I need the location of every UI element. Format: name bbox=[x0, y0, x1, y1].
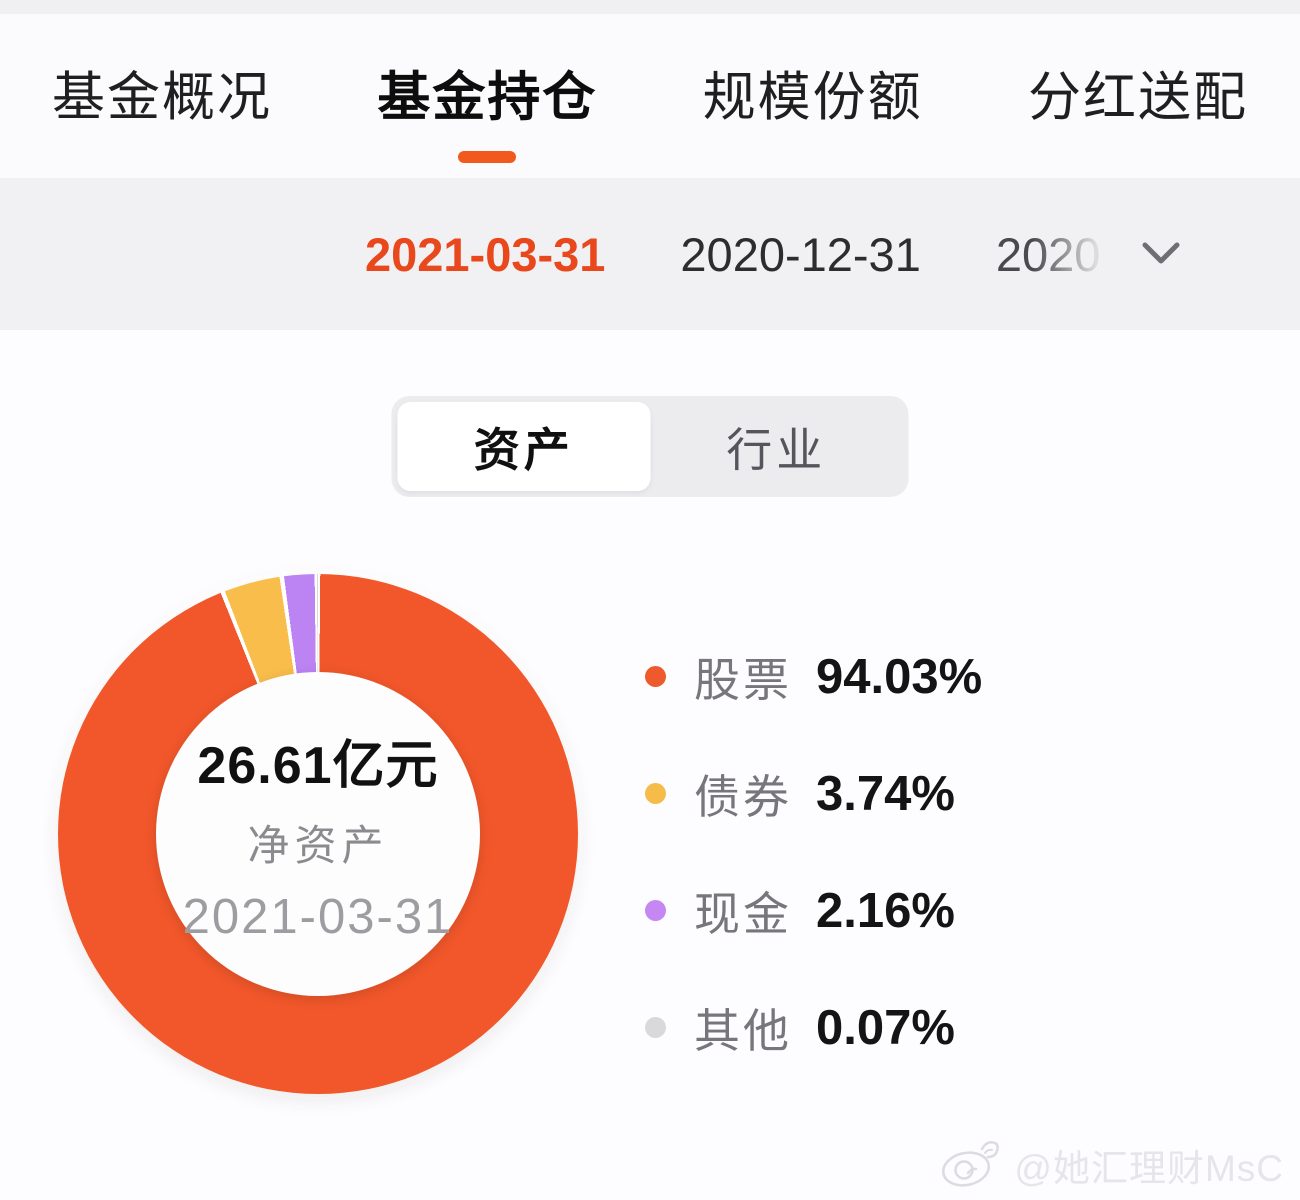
date-option-2020-12-31[interactable]: 2020-12-31 bbox=[680, 227, 921, 281]
tab-label: 基金概况 bbox=[52, 68, 272, 127]
legend-name: 现金 bbox=[694, 887, 792, 940]
donut-center: 26.61亿元 净资产 2021-03-31 bbox=[156, 672, 480, 996]
tab-bar: 基金概况 基金持仓 规模份额 分红送配 bbox=[0, 14, 1300, 178]
status-bar-strip bbox=[0, 0, 1300, 14]
tab-fund-overview[interactable]: 基金概况 bbox=[52, 55, 272, 137]
watermark: @她汇理财MsC bbox=[938, 1133, 1284, 1196]
date-option-2021-03-31[interactable]: 2021-03-31 bbox=[365, 227, 606, 281]
legend-name: 其他 bbox=[694, 1004, 792, 1057]
tab-label: 分红送配 bbox=[1027, 68, 1248, 127]
legend-row-stocks: 股票 94.03% bbox=[645, 618, 982, 735]
legend-row-cash: 现金 2.16% bbox=[645, 852, 982, 969]
net-asset-label: 净资产 bbox=[247, 822, 389, 869]
tab-label: 基金持仓 bbox=[377, 68, 598, 127]
other-dot-icon bbox=[645, 1017, 666, 1038]
weibo-icon bbox=[938, 1133, 1004, 1196]
watermark-text: @她汇理财MsC bbox=[1014, 1147, 1284, 1189]
tab-dividends[interactable]: 分红送配 bbox=[1028, 55, 1248, 137]
cash-dot-icon bbox=[645, 900, 666, 921]
legend-percent: 2.16% bbox=[816, 883, 955, 938]
legend-row-other: 其他 0.07% bbox=[645, 969, 982, 1086]
active-tab-underline bbox=[458, 151, 517, 163]
chevron-down-icon[interactable] bbox=[1142, 242, 1180, 266]
report-date: 2021-03-31 bbox=[182, 890, 454, 944]
tab-fund-holdings[interactable]: 基金持仓 bbox=[377, 55, 598, 163]
tab-label: 规模份额 bbox=[702, 68, 923, 127]
asset-industry-toggle: 资产 行业 bbox=[391, 396, 909, 497]
chart-legend: 股票 94.03% 债券 3.74% 现金 2.16% 其他 0.07% bbox=[645, 618, 982, 1086]
legend-percent: 94.03% bbox=[816, 649, 983, 704]
legend-percent: 0.07% bbox=[816, 1000, 955, 1055]
holdings-content: 资产 行业 26.61亿元 净资产 2021-03-31 股票 94.03% 债… bbox=[0, 330, 1300, 1200]
net-asset-value: 26.61亿元 bbox=[197, 737, 439, 795]
donut-chart: 26.61亿元 净资产 2021-03-31 bbox=[58, 574, 578, 1094]
legend-name: 债券 bbox=[694, 770, 792, 823]
date-option-truncated[interactable]: 2020 bbox=[995, 227, 1101, 281]
stocks-dot-icon bbox=[645, 666, 666, 687]
legend-percent: 3.74% bbox=[816, 766, 955, 821]
toggle-option-assets[interactable]: 资产 bbox=[397, 402, 650, 491]
tab-scale-shares[interactable]: 规模份额 bbox=[703, 55, 923, 137]
report-date-selector: 2021-03-31 2020-12-31 2020 bbox=[0, 178, 1300, 330]
legend-row-bonds: 债券 3.74% bbox=[645, 735, 982, 852]
bonds-dot-icon bbox=[645, 783, 666, 804]
legend-name: 股票 bbox=[694, 653, 792, 706]
toggle-option-industry[interactable]: 行业 bbox=[726, 423, 827, 476]
